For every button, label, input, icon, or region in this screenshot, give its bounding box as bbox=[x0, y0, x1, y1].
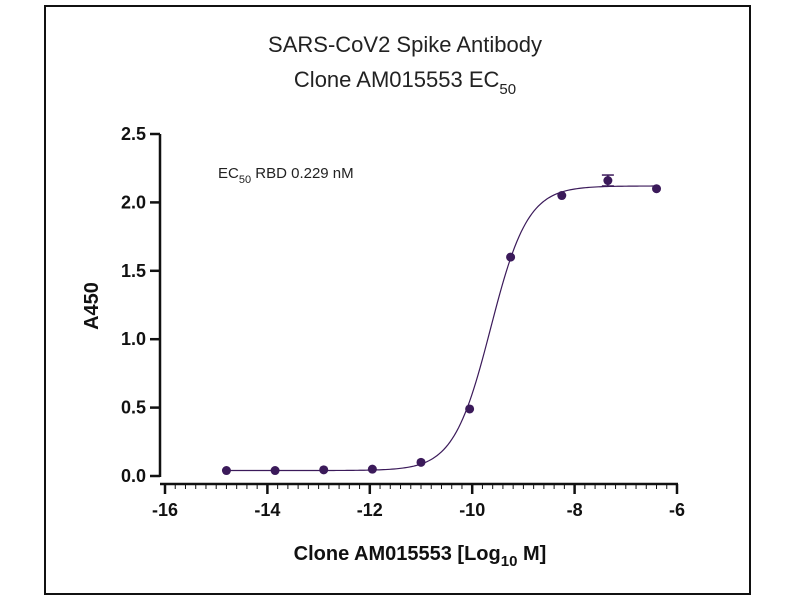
ec50-annotation: EC50 RBD 0.229 nM bbox=[218, 165, 354, 186]
ec50-annotation-rest: RBD 0.229 nM bbox=[251, 165, 354, 182]
x-tick-label: -8 bbox=[567, 500, 583, 520]
x-axis-title: Clone AM015553 [Log10 M] bbox=[294, 543, 547, 570]
y-tick-label: 0.5 bbox=[121, 398, 146, 418]
chart-title-line2-main: Clone AM015553 EC bbox=[294, 67, 500, 92]
x-tick-label: -12 bbox=[357, 500, 383, 520]
chart-title-line2: Clone AM015553 EC50 bbox=[294, 67, 516, 98]
data-point bbox=[270, 466, 280, 476]
y-axis-title: A450 bbox=[81, 282, 103, 330]
data-point bbox=[652, 184, 662, 194]
x-tick-label: -16 bbox=[152, 500, 178, 520]
fit-curve bbox=[226, 185, 657, 472]
x-tick-label: -6 bbox=[669, 500, 685, 520]
chart-title: SARS-CoV2 Spike Antibody Clone AM015553 … bbox=[268, 32, 542, 98]
data-point bbox=[603, 176, 613, 186]
y-tick-label: 2.5 bbox=[121, 124, 146, 144]
x-tick-label: -14 bbox=[254, 500, 280, 520]
x-axis-title-main: Clone AM015553 [Log bbox=[294, 543, 501, 565]
x-tick-label: -10 bbox=[459, 500, 485, 520]
ec50-annotation-main: EC bbox=[218, 165, 239, 182]
ec50-annotation-subscript: 50 bbox=[239, 174, 251, 186]
data-point bbox=[465, 404, 475, 414]
chart-title-line1: SARS-CoV2 Spike Antibody bbox=[268, 32, 542, 57]
chart-title-line2-subscript: 50 bbox=[499, 81, 516, 98]
data-point bbox=[557, 191, 567, 201]
data-point bbox=[416, 457, 426, 467]
y-tick-label: 0.0 bbox=[121, 466, 146, 486]
data-point bbox=[367, 464, 377, 474]
data-point bbox=[506, 252, 516, 262]
y-tick-label: 2.0 bbox=[121, 192, 146, 212]
y-tick-label: 1.0 bbox=[121, 329, 146, 349]
y-tick-label: 1.5 bbox=[121, 261, 146, 281]
fit-curve-group bbox=[226, 185, 657, 472]
x-axis-title-end: M] bbox=[517, 543, 546, 565]
x-axis-title-subscript: 10 bbox=[501, 553, 518, 570]
data-point bbox=[319, 465, 329, 475]
axes: 0.0 0.5 1.0 1.5 2.0 2.5 -16 -14 -12 -10 -8 -6 bbox=[121, 124, 685, 520]
data-point bbox=[221, 466, 231, 476]
data-points bbox=[221, 174, 662, 476]
figure-frame bbox=[44, 5, 751, 595]
